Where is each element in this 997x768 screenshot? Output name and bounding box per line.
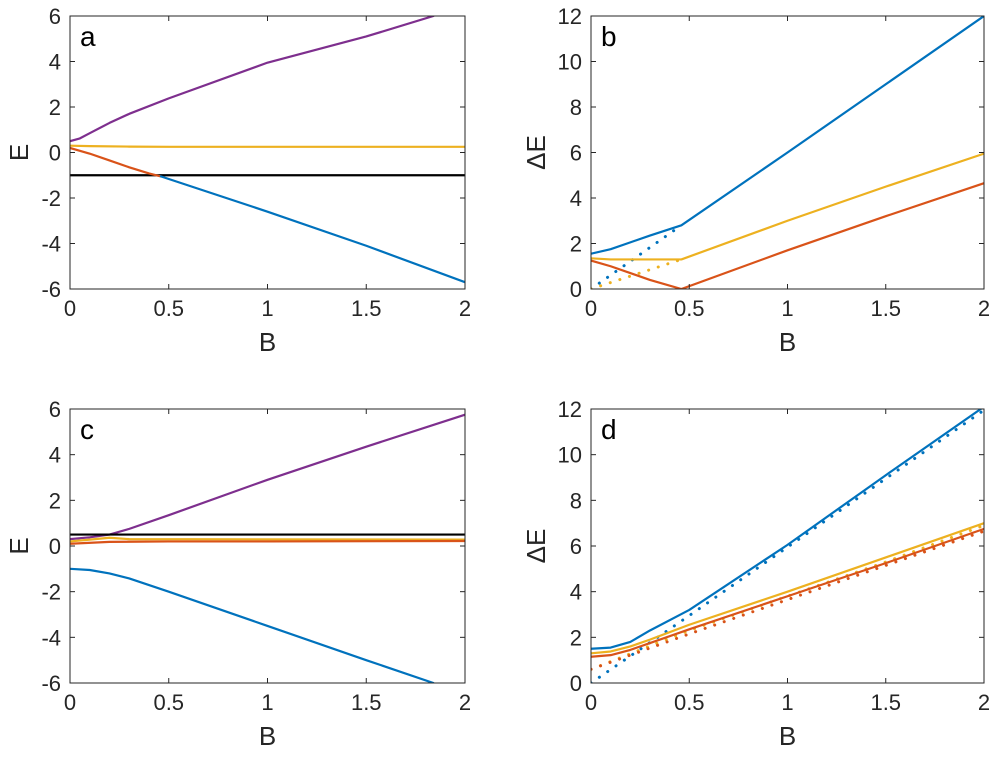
panel-label: c xyxy=(80,414,94,445)
series-line-red xyxy=(70,146,162,178)
y-tick-label: 12 xyxy=(558,4,582,29)
y-tick-label: 4 xyxy=(49,50,61,75)
y-axis-label: E xyxy=(4,537,34,554)
y-tick-label: 2 xyxy=(570,232,582,257)
y-axis-label: ΔE xyxy=(521,529,551,564)
y-tick-label: -2 xyxy=(41,186,61,211)
y-tick-label: 2 xyxy=(570,625,582,650)
y-tick-label: -4 xyxy=(41,625,61,650)
x-axis-label: B xyxy=(259,327,276,357)
x-tick-label: 2 xyxy=(459,690,471,715)
y-tick-label: 2 xyxy=(49,488,61,513)
x-tick-label: 0 xyxy=(585,690,597,715)
x-tick-label: 1 xyxy=(261,296,273,321)
y-tick-label: 0 xyxy=(570,277,582,302)
y-axis-label: E xyxy=(4,144,34,161)
panel-label: a xyxy=(80,21,96,52)
series-line-yellow xyxy=(70,144,465,148)
y-tick-label: 0 xyxy=(570,671,582,696)
x-axis-label: B xyxy=(779,721,796,751)
x-tick-label: 0.5 xyxy=(153,296,184,321)
y-tick-label: 4 xyxy=(49,443,61,468)
panel-a: 0 0.5 1 1.5 2 -6 -4 -2 0 2 4 6 B Ea xyxy=(4,4,471,357)
y-tick-label: 10 xyxy=(558,443,582,468)
series-line-purple xyxy=(70,413,465,541)
x-tick-label: 1 xyxy=(781,296,793,321)
x-tick-label: 0 xyxy=(64,690,76,715)
series-line-red-dotted xyxy=(591,529,984,671)
y-tick-label: -6 xyxy=(41,277,61,302)
y-tick-label: 0 xyxy=(49,141,61,166)
series-group xyxy=(591,16,984,289)
y-tick-label: 6 xyxy=(570,141,582,166)
panel-label: b xyxy=(601,21,617,52)
series-line-red xyxy=(591,182,984,289)
y-tick-label: -6 xyxy=(41,671,61,696)
series-line-blue xyxy=(591,16,984,255)
x-tick-label: 0 xyxy=(64,296,76,321)
series-group xyxy=(70,413,465,683)
x-tick-label: 1 xyxy=(261,690,273,715)
panel-d: 0 0.5 1 1.5 2 0 2 4 6 8 10 12 B ΔE d xyxy=(521,397,990,751)
y-tick-label: 4 xyxy=(570,186,582,211)
x-tick-label: 0.5 xyxy=(674,690,705,715)
y-tick-label: 0 xyxy=(49,534,61,559)
series-line-yellow xyxy=(591,152,984,261)
x-tick-label: 2 xyxy=(978,690,990,715)
series-line-blue xyxy=(591,409,983,650)
series-line-yellow xyxy=(70,536,465,543)
x-tick-label: 0.5 xyxy=(153,690,184,715)
x-tick-label: 2 xyxy=(459,296,471,321)
series-line-yellow-dotted xyxy=(591,523,984,671)
x-tick-label: 1.5 xyxy=(351,296,382,321)
series-line-blue xyxy=(159,175,465,284)
panel-c: 0 0.5 1 1.5 2 -6 -4 -2 0 2 4 6 B Ec xyxy=(4,397,471,751)
x-tick-label: 2 xyxy=(978,296,990,321)
series-line-red xyxy=(70,539,465,545)
series-line-blue-dotted xyxy=(591,223,683,289)
y-tick-label: 12 xyxy=(558,397,582,422)
y-tick-label: 8 xyxy=(570,95,582,120)
y-tick-label: -2 xyxy=(41,580,61,605)
x-tick-label: 1 xyxy=(781,690,793,715)
y-tick-label: 4 xyxy=(570,580,582,605)
x-tick-label: 1.5 xyxy=(870,296,901,321)
y-tick-label: -4 xyxy=(41,232,61,257)
series-group xyxy=(70,16,465,284)
y-tick-label: 6 xyxy=(49,397,61,422)
panel-b: 0 0.5 1 1.5 2 0 2 4 6 8 10 12 B ΔE b xyxy=(521,4,990,357)
y-tick-label: 6 xyxy=(49,4,61,29)
x-tick-label: 1.5 xyxy=(870,690,901,715)
y-tick-label: 10 xyxy=(558,50,582,75)
y-tick-label: 2 xyxy=(49,95,61,120)
y-tick-label: 8 xyxy=(570,488,582,513)
plot-background xyxy=(70,16,465,289)
series-line-purple xyxy=(70,16,435,143)
series-line-yellow xyxy=(591,522,984,655)
x-axis-label: B xyxy=(779,327,796,357)
series-group xyxy=(591,409,984,683)
series-line-red xyxy=(591,527,984,658)
series-line-blue xyxy=(70,567,435,683)
y-tick-label: 6 xyxy=(570,534,582,559)
panel-label: d xyxy=(601,414,617,445)
plot-background xyxy=(70,409,465,683)
x-tick-label: 0 xyxy=(585,296,597,321)
x-tick-label: 1.5 xyxy=(351,690,382,715)
x-axis-label: B xyxy=(259,721,276,751)
x-tick-label: 0.5 xyxy=(674,296,705,321)
y-axis-label: ΔE xyxy=(521,135,551,170)
